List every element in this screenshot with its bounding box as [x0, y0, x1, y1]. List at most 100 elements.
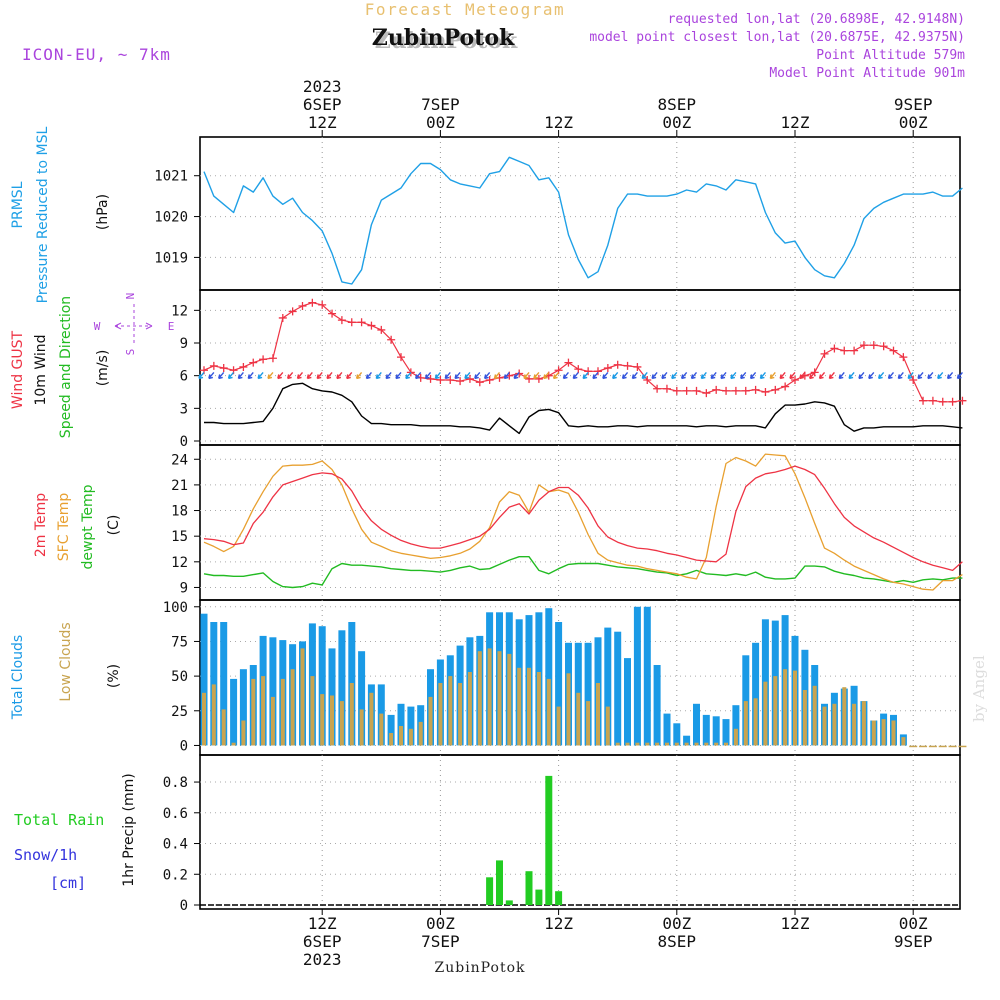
low-cloud-bar [645, 742, 650, 746]
wind-y-tick-label: 6 [180, 369, 188, 385]
bottom-time-label: 2023 [303, 950, 342, 969]
pressure-y-tick-label: 1021 [154, 169, 188, 185]
gust-point-marker [899, 353, 908, 362]
wind-direction-arrow [286, 371, 294, 380]
gust-point-marker [525, 374, 534, 383]
wind-direction-arrow [267, 371, 274, 380]
wind-y-tick-label: 0 [180, 434, 188, 450]
precip-y-tick-label: 0 [180, 898, 188, 914]
wind-direction-arrow [198, 371, 205, 380]
top-time-label: 7SEP [421, 95, 460, 114]
wind-direction-arrow [237, 371, 244, 380]
low-cloud-bar [339, 701, 344, 746]
low-cloud-bar [861, 701, 866, 746]
gust-point-marker [268, 354, 277, 363]
wind-direction-arrow [493, 371, 501, 380]
total-cloud-bar [712, 716, 720, 746]
total-cloud-bar [673, 723, 681, 746]
low-cloud-bar [674, 742, 679, 746]
wind-direction-arrow [572, 371, 579, 380]
low-cloud-bar [320, 694, 325, 746]
panel-frame-wind [199, 289, 961, 446]
low-cloud-bar [714, 742, 719, 746]
model-label: ICON-EU, ~ 7km [22, 45, 171, 64]
pressure-y-tick-label: 1020 [154, 210, 188, 226]
gust-point-marker [781, 382, 790, 391]
wind-compass-icon: N S W E [94, 293, 175, 356]
bottom-time-label: 00Z [426, 914, 455, 933]
gust-point-marker [958, 396, 967, 405]
gust-series-line [203, 302, 963, 403]
gust-point-marker [465, 374, 474, 383]
gust-point-marker [761, 388, 770, 396]
compass-w: W [94, 320, 101, 333]
wind-direction-arrow [208, 371, 215, 380]
gust-point-marker [426, 374, 435, 383]
gust-point-marker [879, 342, 888, 351]
wind-direction-arrow [621, 371, 629, 380]
total-cloud-bar [604, 627, 612, 746]
product-title: Forecast Meteogram [365, 0, 565, 19]
snow-label: Snow/1h [14, 846, 77, 864]
station-title: ZubinPotok [372, 25, 515, 51]
wind-direction-arrow [474, 371, 481, 380]
wind-direction-arrow [424, 371, 432, 380]
low-cloud-bar [596, 683, 600, 746]
total-cloud-bar [407, 706, 415, 746]
total-cloud-bar [200, 613, 208, 746]
wind-direction-arrow [415, 371, 422, 380]
wind-direction-arrow [789, 371, 796, 380]
total-cloud-bar [545, 608, 553, 746]
wind-direction-arrow [690, 371, 698, 380]
gust-point-marker [692, 386, 701, 395]
total-cloud-bar [397, 703, 405, 746]
wind-direction-arrow [700, 371, 707, 380]
gust-point-marker [731, 386, 740, 395]
clouds-y-tick-label: 75 [171, 634, 188, 650]
low-cloud-bar [822, 706, 827, 746]
gust-point-marker [919, 396, 928, 405]
wind-direction-arrow [355, 371, 363, 380]
gust-point-marker [377, 325, 386, 334]
total-cloud-bar [220, 622, 228, 746]
gust-point-marker [574, 365, 583, 374]
pressure-panel: PRMSL Pressure Reduced to MSL (hPa) [10, 126, 111, 303]
bottom-time-label: 00Z [899, 914, 928, 933]
low-cloud-bar [330, 695, 334, 746]
wind-speed-dir-label: Speed and Direction [58, 296, 74, 438]
wind-direction-arrow [946, 371, 954, 380]
low-cloud-bar [270, 696, 275, 746]
temperature-panel: 2m Temp SFC Temp dewpt Temp (C) [33, 484, 122, 569]
wind-direction-arrow [720, 371, 727, 380]
wind-direction-arrow [218, 371, 225, 380]
wind-direction-arrow [897, 371, 904, 380]
wind-direction-arrow [671, 371, 678, 380]
gust-point-marker [643, 376, 652, 385]
temp-dewpt-label: dewpt Temp [80, 484, 96, 569]
wind-y-tick-label: 3 [180, 401, 188, 417]
snow-unit-label: [cm] [50, 874, 86, 892]
wind-speed-series-line [204, 382, 963, 435]
gust-point-marker [859, 341, 868, 350]
gust-point-marker [337, 316, 346, 325]
low-cloud-bar [290, 669, 295, 746]
low-cloud-bar [349, 683, 354, 746]
wind-direction-arrow [306, 371, 313, 380]
wind-direction-arrow [917, 371, 924, 380]
wind-direction-arrow [326, 371, 333, 380]
gust-point-marker [820, 349, 829, 358]
wind-direction-arrow [464, 371, 471, 380]
gust-point-marker [298, 301, 307, 310]
bottom-time-label: 9SEP [894, 932, 933, 951]
low-cloud-bar [812, 685, 817, 746]
pressure-unit: (hPa) [95, 194, 111, 230]
clouds-y-tick-label: 100 [163, 600, 188, 616]
wind-direction-arrow [602, 371, 609, 380]
wind-direction-arrow [937, 371, 944, 380]
low-cloud-bar [891, 720, 896, 746]
low-cloud-bar [231, 742, 236, 746]
top-time-label: 8SEP [658, 95, 697, 114]
wind-direction-arrow [543, 371, 550, 380]
gust-point-marker [702, 389, 711, 398]
rain-bar [486, 877, 494, 905]
